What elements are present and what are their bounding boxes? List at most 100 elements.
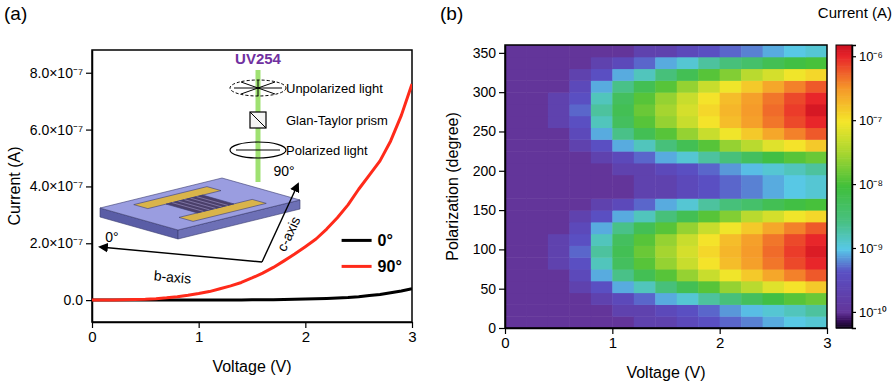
heatmap-cell xyxy=(720,80,742,92)
heatmap-cell xyxy=(569,45,591,57)
heatmap-cell xyxy=(763,187,785,199)
heatmap-cell xyxy=(505,234,527,246)
heatmap-cell xyxy=(655,269,677,281)
heatmap-cell xyxy=(505,116,527,128)
x-axis: 0123 xyxy=(88,322,416,345)
heatmap-cell xyxy=(569,245,591,257)
heatmap-cell xyxy=(677,316,699,328)
heatmap-cell xyxy=(741,151,763,163)
heatmap-cell xyxy=(505,210,527,222)
heatmap-cell xyxy=(505,151,527,163)
heatmap-cell xyxy=(655,116,677,128)
y-axis-tick: 4.0×10⁻⁷ xyxy=(30,178,92,194)
heatmap-cell xyxy=(741,304,763,316)
heatmap-cell xyxy=(569,210,591,222)
heatmap-cell xyxy=(569,187,591,199)
colorbar-axis-line xyxy=(853,46,857,329)
heatmap-cell xyxy=(763,316,785,328)
heatmap-cell xyxy=(806,304,827,316)
heatmap-cell xyxy=(634,151,656,163)
y-axis-tick-mark xyxy=(86,243,92,244)
substrate-top xyxy=(100,178,300,230)
y-axis-tick: 0 xyxy=(488,320,505,336)
heatmap-cell xyxy=(634,69,656,81)
heatmap-cell xyxy=(741,116,763,128)
heatmap-cell xyxy=(806,163,827,175)
heatmap-cell xyxy=(505,316,527,328)
unpolarized-arrow xyxy=(258,80,259,96)
y-axis-tick: 8.0×10⁻⁷ xyxy=(30,65,92,81)
colorbar-axis-tick-mark xyxy=(852,312,856,313)
heatmap-cell xyxy=(634,210,656,222)
heatmap-cell xyxy=(698,104,720,116)
heatmap-cell xyxy=(612,116,634,128)
schematic-label: Unpolarized light xyxy=(286,81,383,96)
heatmap-cell xyxy=(634,128,656,140)
heatmap-cell xyxy=(677,187,699,199)
heatmap-cell xyxy=(591,304,613,316)
heatmap-cell xyxy=(720,222,742,234)
heatmap-cell xyxy=(526,245,548,257)
schematic xyxy=(100,70,300,262)
x-axis: 0123 xyxy=(501,328,831,351)
heatmap-cell xyxy=(784,234,806,246)
y-axis-tick-label: 350 xyxy=(473,45,497,61)
y-axis-tick: 200 xyxy=(473,163,505,179)
heatmap-cell xyxy=(505,92,527,104)
heatmap-cell xyxy=(677,57,699,69)
heatmap-cell xyxy=(677,281,699,293)
heatmap-cell xyxy=(612,245,634,257)
heatmap-cell xyxy=(784,139,806,151)
heatmap-cell xyxy=(505,222,527,234)
heatmap-cell xyxy=(741,210,763,222)
heatmap-cell xyxy=(806,139,827,151)
heatmap-cell xyxy=(655,245,677,257)
heatmap-cell xyxy=(655,316,677,328)
x-axis-tick-label: 1 xyxy=(609,334,617,351)
colorbar-axis-tick-label: 10⁻⁶ xyxy=(859,49,883,64)
heatmap-cell xyxy=(569,269,591,281)
legend: 0°90° xyxy=(342,232,402,275)
heatmap-cell xyxy=(698,57,720,69)
heatmap-cell xyxy=(763,139,785,151)
heatmap-cell xyxy=(505,281,527,293)
heatmap-cell xyxy=(720,187,742,199)
heatmap-cell xyxy=(526,198,548,210)
heatmap-cell xyxy=(634,245,656,257)
heatmap-cell xyxy=(698,139,720,151)
heatmap-cell xyxy=(655,198,677,210)
heatmap-cell xyxy=(784,163,806,175)
heatmap-cell xyxy=(526,281,548,293)
heatmap-cell xyxy=(806,57,827,69)
heatmap-cell xyxy=(784,175,806,187)
data-line xyxy=(92,84,412,300)
heatmap-cell xyxy=(720,163,742,175)
x-axis-tick: 3 xyxy=(823,328,831,351)
x-axis-tick-label: 1 xyxy=(195,328,203,345)
y-axis-tick-label: 4.0×10⁻⁷ xyxy=(30,178,83,194)
heatmap-cell xyxy=(591,175,613,187)
heatmap-cell xyxy=(784,69,806,81)
heatmap-cell xyxy=(591,80,613,92)
heatmap-cell xyxy=(741,245,763,257)
panel-label: (a) xyxy=(4,3,27,24)
axis-name-label: b-axis xyxy=(153,267,192,286)
prism xyxy=(250,112,266,128)
heatmap-cell xyxy=(741,187,763,199)
heatmap-cell xyxy=(741,57,763,69)
heatmap-cell xyxy=(655,57,677,69)
heatmap-cell xyxy=(784,198,806,210)
heatmap-cell xyxy=(655,210,677,222)
heatmap-cell xyxy=(677,234,699,246)
x-axis-tick-label: 0 xyxy=(501,334,509,351)
heatmap-cell xyxy=(677,293,699,305)
heatmap-cell xyxy=(698,304,720,316)
heatmap-cell xyxy=(505,187,527,199)
figure: 01230.02.0×10⁻⁷4.0×10⁻⁷6.0×10⁻⁷8.0×10⁻⁷U… xyxy=(0,0,896,382)
heatmap-cell xyxy=(763,293,785,305)
y-axis-tick-label: 150 xyxy=(473,202,497,218)
heatmap-cell xyxy=(784,128,806,140)
polarized-symbol xyxy=(230,142,286,158)
heatmap-cell xyxy=(612,269,634,281)
heatmap-cell xyxy=(784,210,806,222)
